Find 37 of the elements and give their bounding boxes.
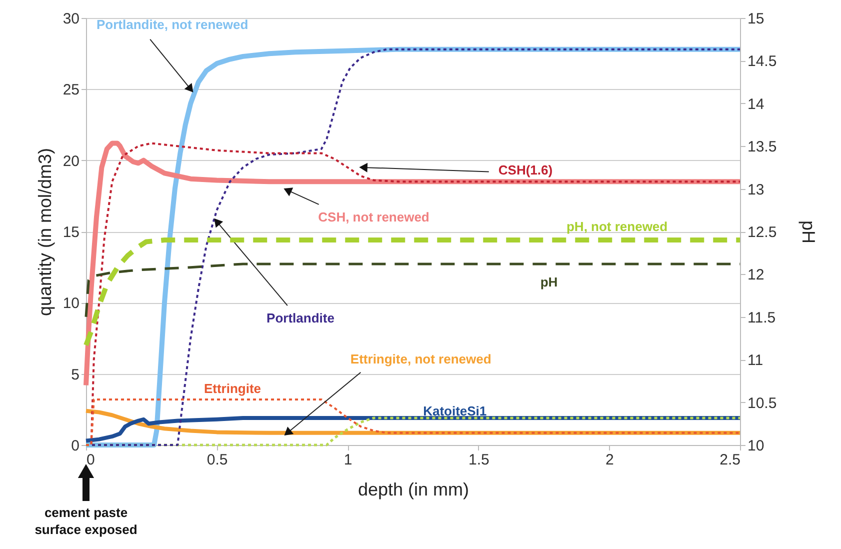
y-tick-label: 20 <box>62 152 80 170</box>
x-tick-label: 2.5 <box>720 452 740 468</box>
y-tick-label: 0 <box>71 438 80 454</box>
y-tick-label: 30 <box>62 10 80 28</box>
y2-tick-label: 14.5 <box>748 53 777 70</box>
y2-tick-label: 13 <box>748 181 764 198</box>
annotation: Ettringite, not renewed <box>350 352 492 367</box>
annotation: Portlandite <box>266 310 334 326</box>
y2-tick-label: 14 <box>748 96 764 113</box>
annotation: CSH, not renewed <box>318 209 430 224</box>
annotation: Ettringite <box>204 380 262 396</box>
x-tick-label: 1 <box>344 452 352 468</box>
y-axis-title: quantity (in mol/dm3) <box>34 148 55 316</box>
y2-tick-label: 12 <box>748 266 764 284</box>
y2-tick-label: 10.5 <box>748 394 777 412</box>
annotation: Portlandite, not renewed <box>96 17 248 32</box>
y-tick-label: 5 <box>71 366 80 384</box>
x-axis-title: depth (in mm) <box>358 480 470 500</box>
y2-tick-label: 13.5 <box>748 138 777 156</box>
x-tick-label: 1.5 <box>468 452 490 468</box>
annotation: pH, not renewed <box>566 219 668 234</box>
y-tick-label: 15 <box>62 224 80 241</box>
x-tick-label: 2 <box>606 452 614 468</box>
y2-tick-label: 15 <box>748 10 764 28</box>
x-tick-label: 0 <box>86 452 95 468</box>
annotation: KatoiteSi1 <box>423 404 487 419</box>
y2-tick-label: 11.5 <box>748 309 776 326</box>
y2-tick-label: 10 <box>748 438 764 454</box>
annotation: CSH(1.6) <box>498 162 553 178</box>
y2-tick-label: 12.5 <box>748 224 777 241</box>
y-tick-label: 25 <box>62 82 80 99</box>
annotation: pH <box>540 274 558 290</box>
text: cement paste surface exposed <box>34 505 138 537</box>
y2-tick-label: 11 <box>748 352 764 370</box>
x-tick-label: 0.5 <box>206 452 228 468</box>
y2-axis-title: pH <box>798 220 819 244</box>
y-tick-label: 10 <box>62 295 80 312</box>
